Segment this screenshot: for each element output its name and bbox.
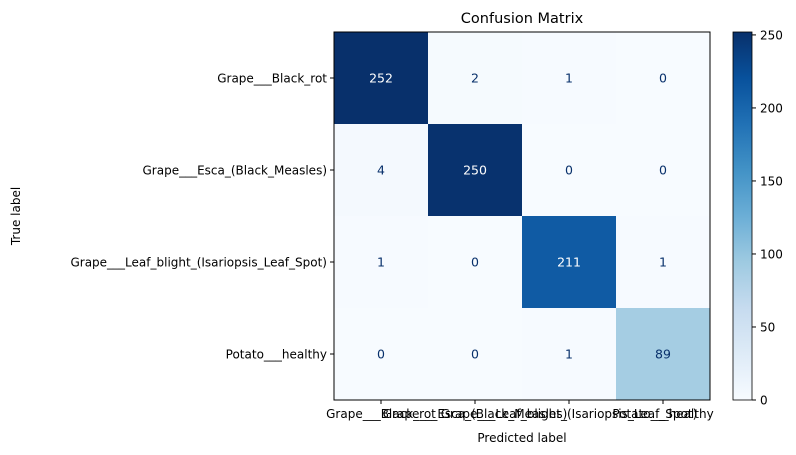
colorbar <box>732 31 753 401</box>
x-tick-label: Grape___Esca_(Black_Measles) <box>383 407 568 421</box>
x-tick-label: Grape___Leaf_blight_(Isariopsis_Leaf_Spo… <box>441 407 698 421</box>
colorbar-tick-label: 100 <box>760 247 783 261</box>
heatmap-cells: 252 2 1 0 4 250 0 0 1 0 211 1 0 0 1 89 <box>334 32 711 401</box>
heatmap-cell <box>428 308 523 401</box>
cell-value-label: 252 <box>369 71 393 86</box>
cell-value-label: 2 <box>471 71 479 86</box>
heatmap-cell <box>334 32 429 125</box>
y-tick-label: Potato___healthy <box>226 348 327 362</box>
cell-value-label: 0 <box>471 347 479 362</box>
cell-value-label: 0 <box>659 71 667 86</box>
colorbar-tick-label: 50 <box>760 320 775 334</box>
colorbar-tick-label: 250 <box>760 28 783 42</box>
cell-value-label: 211 <box>557 255 581 270</box>
heatmap-cell <box>522 308 617 401</box>
x-tick-label: Potato___healthy <box>612 407 713 421</box>
cell-value-label: 0 <box>471 255 479 270</box>
y-tick-label: Grape___Black_rot <box>217 72 327 86</box>
cell-value-label: 0 <box>565 163 573 178</box>
plot-frame <box>333 31 711 401</box>
cell-value-label: 1 <box>565 347 573 362</box>
cell-value-label: 1 <box>377 255 385 270</box>
cell-value-label: 0 <box>377 347 385 362</box>
y-axis-label: True label <box>9 187 23 246</box>
colorbar-tick-label: 0 <box>760 394 768 408</box>
heatmap-cell <box>522 124 617 217</box>
cell-value-label: 0 <box>659 163 667 178</box>
cell-value-label: 89 <box>655 347 671 362</box>
heatmap-cell <box>616 32 711 125</box>
cell-value-label: 1 <box>565 71 573 86</box>
heatmap-cell <box>428 32 523 125</box>
y-axis: Grape___Black_rot Grape___Esca_(Black_Mea… <box>70 72 334 362</box>
heatmap-cell <box>522 216 617 309</box>
heatmap-cell <box>616 308 711 401</box>
cell-value-label: 1 <box>659 255 667 270</box>
x-axis: Grape___Black_rotGrape___Esca_(Black_Mea… <box>326 400 714 421</box>
y-tick-label: Grape___Esca_(Black_Measles) <box>142 164 327 178</box>
colorbar-tick-label: 200 <box>760 101 783 115</box>
heatmap-cell <box>616 216 711 309</box>
chart-title: Confusion Matrix <box>461 11 584 27</box>
cell-value-label: 4 <box>377 163 385 178</box>
heatmap-cell <box>334 216 429 309</box>
heatmap-cell <box>428 124 523 217</box>
heatmap-cell <box>334 124 429 217</box>
x-axis-label: Predicted label <box>477 431 566 445</box>
colorbar-axis: 0 50 100 150 200 250 <box>752 28 783 408</box>
heatmap-cell <box>334 308 429 401</box>
x-tick-label: Grape___Black_rot <box>326 407 436 421</box>
heatmap-cell <box>428 216 523 309</box>
colorbar-tick-label: 150 <box>760 174 783 188</box>
heatmap-cell <box>522 32 617 125</box>
y-tick-label: Grape___Leaf_blight_(Isariopsis_Leaf_Spo… <box>70 256 327 270</box>
heatmap-cell <box>616 124 711 217</box>
cell-value-label: 250 <box>463 163 487 178</box>
